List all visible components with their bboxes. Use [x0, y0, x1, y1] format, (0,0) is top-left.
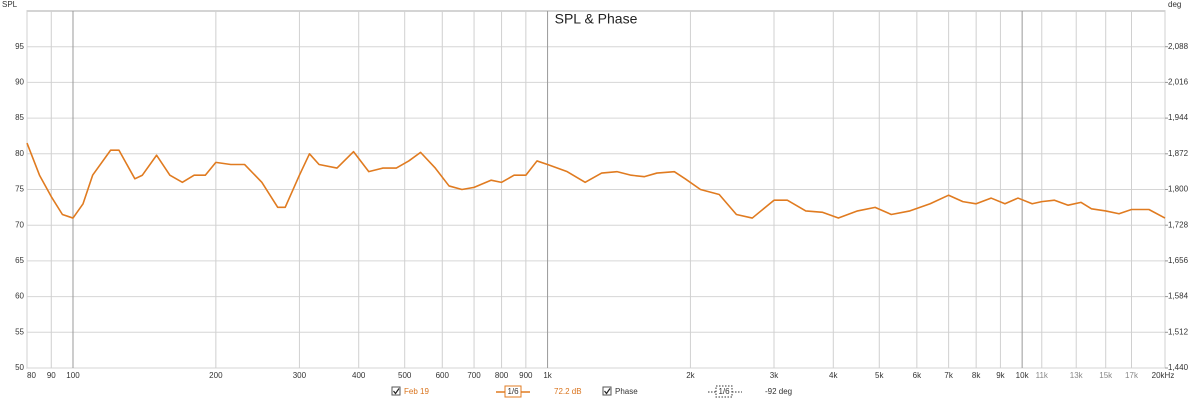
checkbox[interactable] — [391, 386, 401, 396]
x-tick-label: 900 — [519, 371, 533, 380]
y-tick-label: 90 — [15, 78, 24, 87]
readout: -92 deg — [765, 387, 792, 396]
y2-tick-label: 1,800 — [1168, 185, 1189, 194]
smoothing-label: 1/6 — [507, 387, 519, 396]
smoothing-box[interactable] — [504, 385, 522, 398]
readout: 72.2 dB — [554, 387, 582, 396]
y2-tick-label: 2,088 — [1168, 42, 1189, 51]
spl-line — [26, 142, 1166, 219]
x-tick-label: 1k — [543, 371, 552, 380]
y2-tick-label: 1,584 — [1168, 292, 1189, 301]
x-tick-label: 600 — [436, 371, 450, 380]
x-tick-label: 800 — [495, 371, 509, 380]
x-tick-label: 300 — [293, 371, 307, 380]
legend: Feb 19 1/6 72.2 dB Phase 1/6 -92 deg — [391, 385, 792, 398]
y2-axis-label: deg — [1168, 0, 1181, 9]
check-mark — [393, 388, 400, 395]
x-tick-label: 17k — [1125, 371, 1139, 380]
y-axis-label: SPL — [2, 0, 18, 9]
x-tick-label: 20kHz — [1152, 371, 1175, 380]
y-tick-label: 55 — [15, 327, 24, 336]
y-tick-label: 65 — [15, 256, 24, 265]
x-tick-label: 80 — [27, 371, 36, 380]
y-tick-label: 75 — [15, 185, 24, 194]
check-mark — [604, 388, 611, 395]
x-tick-label: 2k — [686, 371, 695, 380]
x-tick-label: 700 — [467, 371, 481, 380]
y2-tick-label: 1,656 — [1168, 256, 1189, 265]
grid — [26, 11, 1166, 369]
x-tick-label: 3k — [770, 371, 779, 380]
y2-tick-label: 1,512 — [1168, 327, 1189, 336]
chart-title: SPL & Phase — [555, 11, 638, 27]
smoothing-box[interactable] — [715, 385, 733, 398]
x-tick-label: 10k — [1016, 371, 1030, 380]
legend-label: Phase — [615, 387, 638, 396]
x-tick-label: 15k — [1099, 371, 1113, 380]
legend-label: Feb 19 — [404, 387, 429, 396]
checkbox[interactable] — [602, 386, 612, 396]
x-tick-label: 200 — [209, 371, 223, 380]
y-tick-label: 70 — [15, 220, 24, 229]
y-tick-label: 80 — [15, 149, 24, 158]
y2-tick-label: 1,872 — [1168, 149, 1189, 158]
y-tick-label: 95 — [15, 42, 24, 51]
smoothing-label: 1/6 — [718, 387, 730, 396]
x-tick-label: 7k — [944, 371, 953, 380]
y-tick-label: 50 — [15, 363, 24, 372]
x-tick-label: 13k — [1070, 371, 1084, 380]
y2-tick-label: 1,440 — [1168, 363, 1189, 372]
y-tick-label: 60 — [15, 292, 24, 301]
y2-tick-label: 1,728 — [1168, 220, 1189, 229]
y-tick-label: 85 — [15, 113, 24, 122]
x-tick-label: 6k — [913, 371, 922, 380]
x-tick-label: 4k — [829, 371, 838, 380]
x-tick-label: 100 — [66, 371, 80, 380]
y2-tick-label: 2,016 — [1168, 78, 1189, 87]
x-tick-label: 400 — [352, 371, 366, 380]
x-tick-label: 9k — [996, 371, 1005, 380]
x-tick-label: 500 — [398, 371, 412, 380]
y2-tick-label: 1,944 — [1168, 113, 1189, 122]
x-tick-label: 90 — [47, 371, 56, 380]
x-tick-label: 11k — [1036, 371, 1049, 380]
x-tick-label: 5k — [875, 371, 884, 380]
x-tick-label: 8k — [972, 371, 981, 380]
